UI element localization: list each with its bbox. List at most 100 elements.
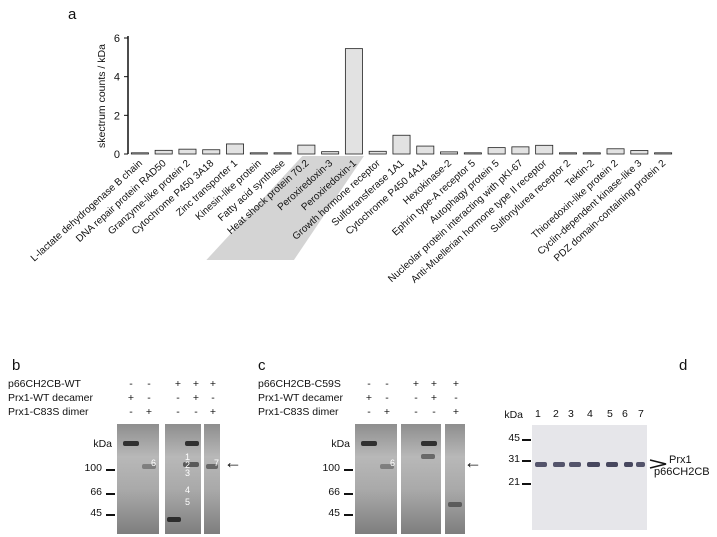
band: [636, 462, 645, 467]
panel-label-c: c: [258, 357, 266, 374]
mw-marker: 66: [90, 486, 102, 498]
bar: [368, 150, 387, 155]
sign: +: [192, 378, 200, 390]
row-label-prx1-c83s-dimer: Prx1-C83S dimer: [8, 406, 89, 418]
sign: -: [147, 392, 151, 404]
bar: [606, 148, 625, 155]
sign: -: [385, 378, 389, 390]
band: [421, 441, 437, 446]
bar: [440, 151, 459, 155]
sign: +: [209, 378, 217, 390]
bar: [630, 150, 649, 155]
coomassie-gel: [532, 425, 647, 530]
sign: +: [452, 406, 460, 418]
mw-marker: 45: [90, 507, 102, 519]
band-label: 4: [185, 485, 191, 495]
bar: [130, 152, 149, 155]
gel-lanes-c3: [445, 424, 465, 534]
lane-number: 7: [638, 408, 644, 420]
mw-marker: 45: [508, 432, 520, 444]
sign: +: [452, 378, 460, 390]
band-label: 6: [390, 458, 396, 468]
sign: -: [211, 392, 215, 404]
band: [606, 462, 618, 467]
sign: -: [367, 406, 371, 418]
sign: -: [454, 392, 458, 404]
band: [123, 441, 139, 446]
band: [535, 462, 547, 467]
arrow-icon: ←: [464, 452, 482, 472]
highlight-band: [206, 156, 364, 260]
mw-marker: 45: [328, 507, 340, 519]
bar: [273, 152, 292, 155]
panel-c: p66CH2CB-C59S Prx1-WT decamer Prx1-C83S …: [250, 372, 482, 537]
bar: [297, 144, 316, 155]
lane-number: 5: [607, 408, 613, 420]
mw-tick: [522, 483, 531, 485]
mw-tick: [344, 514, 353, 516]
sign: +: [127, 392, 135, 404]
sign: +: [145, 406, 153, 418]
bar: [392, 134, 411, 155]
sign: +: [365, 392, 373, 404]
panel-d: kDa 1 2 3 4 5 6 7 45 31 21 Prx1 p66CH2CB: [480, 372, 717, 537]
sign: +: [430, 378, 438, 390]
panel-label-b: b: [12, 357, 21, 374]
y-tick-label: 0: [114, 149, 120, 161]
band: [142, 464, 156, 469]
sign: +: [412, 378, 420, 390]
band: [421, 454, 435, 459]
band: [624, 462, 633, 467]
sign: +: [430, 392, 438, 404]
y-tick-label: 2: [114, 110, 120, 122]
sign: +: [192, 392, 200, 404]
bar: [487, 147, 506, 155]
mw-tick: [522, 439, 531, 441]
lane-number: 1: [535, 408, 541, 420]
gel-lanes-b3: [204, 424, 220, 534]
panel-label-d: d: [679, 357, 688, 374]
chart-axes: 0 2 4 6 skectrum counts / kDa: [96, 33, 129, 161]
gel-lanes-b1: [117, 424, 159, 534]
sign: -: [176, 392, 180, 404]
sign: +: [174, 378, 182, 390]
lane-number: 6: [622, 408, 628, 420]
mw-unit: kDa: [93, 438, 112, 450]
y-tick-label: 4: [114, 72, 120, 84]
sign: -: [432, 406, 436, 418]
sign: -: [367, 378, 371, 390]
panel-b: p66CH2CB-WT Prx1-WT decamer Prx1-C83S di…: [0, 372, 250, 537]
gel-lanes-c2: [401, 424, 441, 534]
bar: [654, 152, 673, 155]
mw-tick: [106, 514, 115, 516]
row-label-prx1-wt-decamer: Prx1-WT decamer: [8, 392, 93, 404]
mw-marker: 100: [84, 462, 102, 474]
bar: [249, 152, 268, 155]
bar: [226, 143, 244, 155]
band: [206, 464, 218, 469]
mw-tick: [522, 460, 531, 462]
mw-marker: 21: [508, 476, 520, 488]
bar: [582, 152, 601, 155]
panel-label-a: a: [68, 6, 77, 23]
gel-lanes-c1: [355, 424, 397, 534]
bar: [321, 151, 340, 155]
band-label: 5: [185, 497, 191, 507]
sign: +: [209, 406, 217, 418]
sign: -: [414, 406, 418, 418]
mw-marker: 31: [508, 453, 520, 465]
highlight-parallelogram: [206, 156, 364, 260]
band-label: 1: [185, 452, 191, 462]
mw-tick: [344, 493, 353, 495]
bar: [178, 148, 197, 155]
bar: [154, 149, 173, 155]
mw-marker: 100: [322, 462, 340, 474]
row-label-prx1-c83s-dimer: Prx1-C83S dimer: [258, 406, 339, 418]
sign: +: [383, 406, 391, 418]
y-tick-label: 6: [114, 33, 120, 45]
band: [553, 462, 565, 467]
arrow-icon: ←: [224, 452, 242, 472]
mw-tick: [344, 469, 353, 471]
bar: [416, 145, 435, 155]
